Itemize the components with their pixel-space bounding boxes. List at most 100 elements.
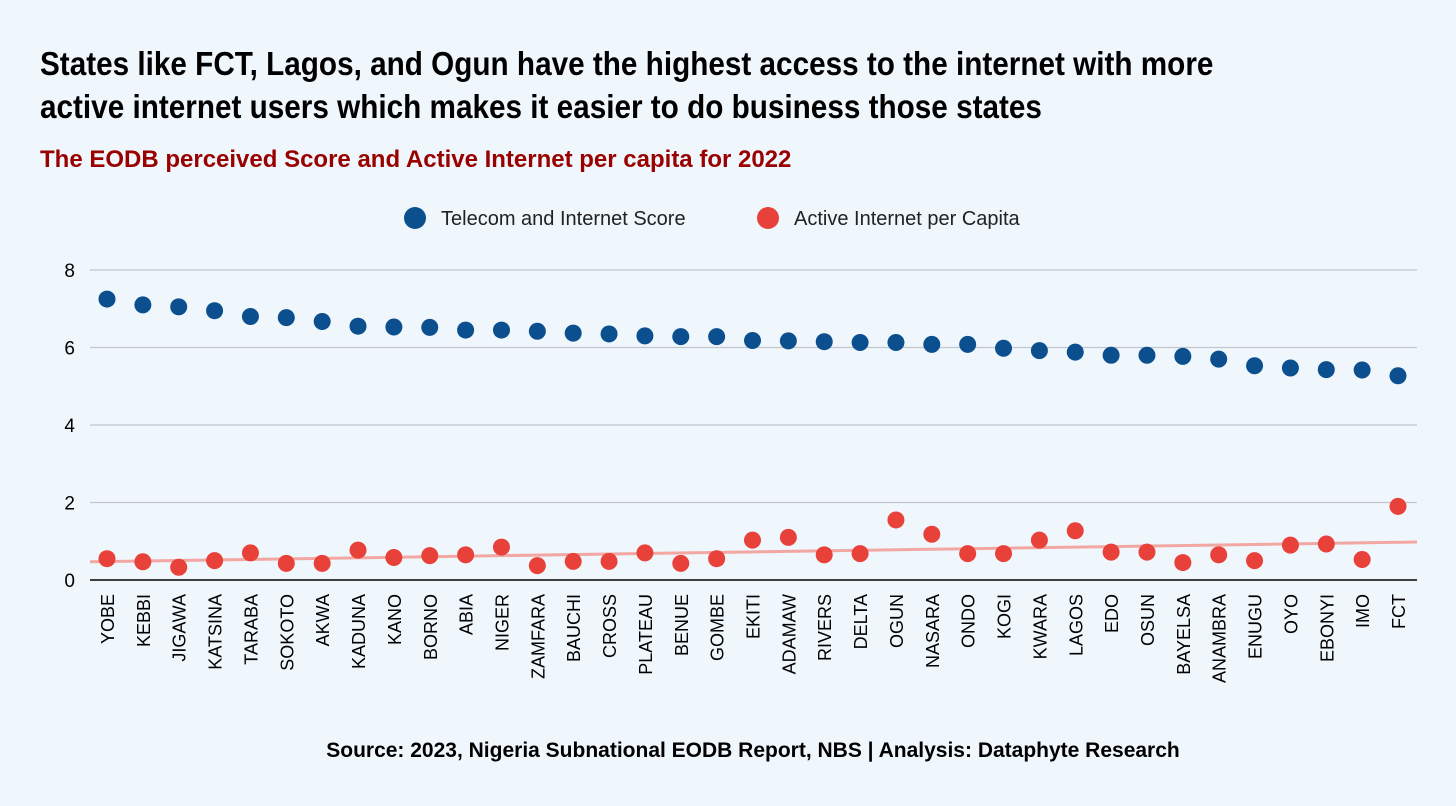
internet-per-capita-point	[636, 544, 654, 562]
telecom-score-point	[385, 318, 403, 336]
x-tick-label: GOMBE	[708, 594, 728, 661]
x-tick-label: KANO	[385, 594, 405, 645]
internet-per-capita-point	[923, 525, 941, 543]
internet-per-capita-point	[457, 546, 475, 564]
x-tick-label: EBONYI	[1317, 594, 1337, 662]
x-tick-label: FCT	[1389, 594, 1409, 629]
x-tick-label: EDO	[1102, 594, 1122, 633]
internet-per-capita-point	[1389, 497, 1407, 515]
telecom-score-point	[1030, 342, 1048, 360]
internet-per-capita-point	[1138, 543, 1156, 561]
y-tick-label: 2	[64, 494, 75, 515]
x-tick-label: BAYELSA	[1174, 594, 1194, 675]
telecom-score-point	[1210, 350, 1228, 368]
telecom-score-point	[564, 324, 582, 342]
x-tick-label: BENUE	[672, 594, 692, 656]
telecom-score-point	[241, 308, 259, 325]
telecom-score-point	[636, 327, 654, 345]
telecom-score-point	[492, 321, 510, 339]
internet-per-capita-point	[241, 544, 259, 562]
telecom-score-point	[98, 290, 116, 308]
gridlines	[90, 269, 1417, 504]
x-tick-label: ABIA	[457, 594, 477, 635]
internet-per-capita-point	[492, 538, 510, 556]
legend-marker	[757, 207, 779, 229]
telecom-score-point	[277, 309, 295, 327]
telecom-score-point	[1174, 347, 1192, 365]
x-tick-label: SOKOTO	[277, 594, 297, 671]
telecom-score-point	[170, 298, 188, 316]
telecom-score-point	[313, 313, 331, 331]
x-tick-label: TARABA	[241, 594, 261, 665]
internet-per-capita-point	[1317, 535, 1335, 553]
x-tick-label: JIGAWA	[170, 594, 190, 662]
internet-per-capita-point	[1030, 531, 1048, 549]
telecom-score-point	[887, 333, 905, 351]
x-tick-label: BAUCHI	[564, 594, 584, 662]
x-tick-label: IMO	[1353, 594, 1373, 628]
telecom-score-point	[528, 322, 546, 340]
y-tick-label: 6	[64, 339, 75, 360]
y-axis: 0 2 4 6 8	[64, 261, 1417, 592]
x-tick-label: OSUN	[1138, 594, 1158, 646]
internet-per-capita-point	[779, 528, 797, 546]
internet-per-capita-point	[1353, 550, 1371, 568]
telecom-score-point	[1102, 346, 1120, 364]
source-note: Source: 2023, Nigeria Subnational EODB R…	[326, 739, 1180, 762]
telecom-score-point	[1138, 346, 1156, 364]
internet-per-capita-point	[1102, 543, 1120, 561]
legend-marker	[404, 207, 426, 229]
internet-per-capita-point	[564, 552, 582, 570]
telecom-score-point	[206, 302, 224, 320]
internet-per-capita-point	[277, 554, 295, 572]
internet-per-capita-point	[421, 547, 439, 565]
telecom-score-point	[421, 318, 439, 336]
x-tick-label: KEBBI	[134, 594, 154, 647]
chart-subtitle: The EODB perceived Score and Active Inte…	[40, 146, 792, 173]
x-tick-label: BORNO	[421, 594, 441, 660]
telecom-score-point	[851, 333, 869, 351]
internet-per-capita-point	[708, 550, 726, 568]
data-points	[98, 290, 1407, 576]
telecom-score-point	[134, 296, 152, 314]
x-tick-label: RIVERS	[815, 594, 835, 661]
internet-per-capita-point	[744, 531, 761, 549]
internet-per-capita-point	[206, 552, 224, 570]
x-axis-labels: YOBE KEBBI JIGAWA KATSINA TARABA SOKOTO AKWA KA…	[98, 594, 1409, 683]
internet-per-capita-point	[851, 545, 869, 563]
x-tick-label: ADAMAW	[779, 594, 799, 674]
x-tick-label: ANAMBRA	[1210, 594, 1230, 683]
telecom-score-point	[923, 335, 941, 353]
telecom-score-point	[349, 317, 367, 335]
internet-per-capita-point	[349, 541, 367, 559]
x-tick-label: KOGI	[995, 594, 1015, 639]
internet-per-capita-point	[1210, 546, 1228, 564]
internet-per-capita-point	[1174, 554, 1192, 572]
internet-per-capita-point	[98, 550, 116, 568]
x-tick-label: PLATEAU	[636, 594, 656, 675]
y-tick-label: 0	[64, 571, 75, 592]
internet-per-capita-point	[959, 545, 977, 563]
x-tick-label: ZAMFARA	[528, 594, 548, 679]
x-tick-label: CROSS	[600, 594, 620, 658]
x-tick-label: KWARA	[1030, 594, 1050, 659]
x-tick-label: LAGOS	[1066, 594, 1086, 656]
x-tick-label: EKITI	[744, 594, 764, 639]
telecom-score-point	[744, 332, 761, 350]
telecom-score-point	[672, 328, 690, 346]
legend-label: Telecom and Internet Score	[441, 208, 686, 230]
x-tick-label: NASARA	[923, 594, 943, 668]
internet-per-capita-point	[1281, 536, 1299, 554]
x-tick-label: AKWA	[313, 594, 333, 646]
chart-title: States like FCT, Lagos, and Ogun have th…	[40, 45, 1214, 125]
telecom-score-point	[1281, 359, 1299, 377]
telecom-score-point	[1353, 361, 1371, 379]
telecom-score-point	[1066, 343, 1084, 361]
trendline-layer	[89, 540, 1418, 564]
internet-per-capita-point	[385, 549, 403, 567]
telecom-score-point	[1246, 357, 1264, 375]
x-tick-label: KATSINA	[206, 594, 226, 670]
y-tick-label: 8	[64, 261, 75, 282]
internet-per-capita-point	[600, 552, 618, 570]
